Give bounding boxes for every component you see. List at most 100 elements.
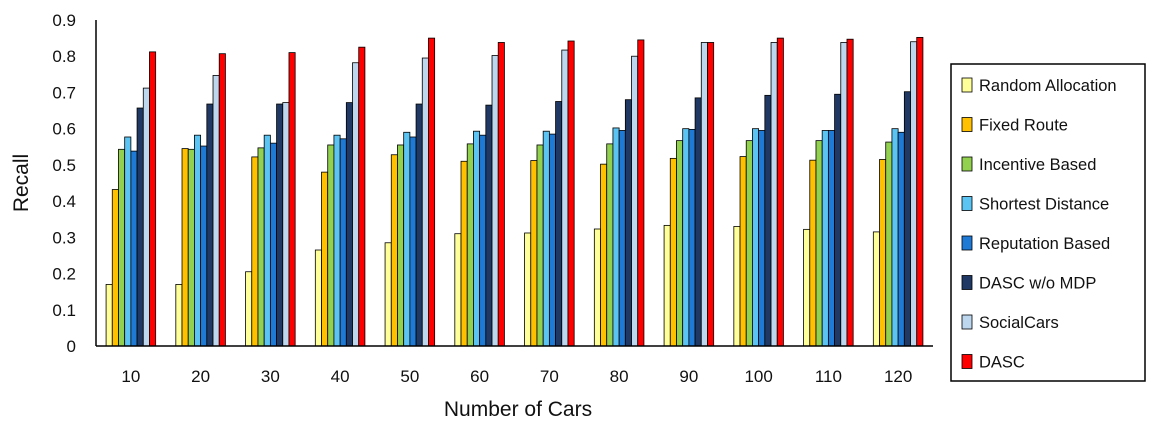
bar (175, 284, 183, 347)
bar (618, 130, 626, 347)
bar (548, 133, 556, 347)
bar (758, 130, 766, 347)
bar (321, 171, 329, 347)
bar (333, 134, 341, 347)
bar (897, 131, 905, 347)
bar (903, 91, 911, 347)
bar (142, 87, 150, 347)
bar (879, 159, 887, 347)
x-tick-label: 110 (815, 367, 842, 386)
legend-swatch (961, 354, 973, 369)
y-axis-ticks: 0 0.1 0.2 0.3 0.4 0.5 0.6 0.7 0.8 0.9 (52, 11, 76, 356)
bar (491, 55, 499, 347)
bar (479, 134, 487, 347)
bar (606, 143, 614, 347)
x-tick-label: 60 (470, 367, 489, 386)
bar (245, 271, 253, 347)
bar (212, 75, 220, 347)
bar (415, 103, 423, 347)
legend-label: Reputation Based (979, 235, 1110, 253)
bar (891, 128, 899, 347)
x-tick-label: 70 (540, 367, 559, 386)
bar (733, 226, 741, 347)
legend-swatch (961, 196, 973, 211)
bar (694, 97, 702, 347)
bar (327, 144, 335, 347)
bar (136, 107, 144, 347)
bar (840, 42, 848, 347)
bar (314, 249, 322, 347)
bar (821, 130, 829, 347)
y-axis-title: Recall (10, 154, 33, 212)
y-tick-label: 0.7 (52, 83, 76, 102)
bar (530, 160, 538, 347)
bar (561, 49, 569, 347)
bar (149, 51, 157, 347)
legend-swatch (961, 275, 973, 290)
x-axis-ticks: 10 20 30 40 50 60 70 80 90 100 110 120 (121, 367, 912, 386)
y-tick-label: 0.5 (52, 156, 76, 175)
x-tick-label: 100 (744, 367, 772, 386)
category-group (524, 40, 575, 347)
bar (764, 94, 772, 347)
bar (257, 147, 265, 347)
y-tick-label: 0 (67, 337, 76, 356)
legend-label: DASC (979, 354, 1025, 372)
x-tick-label: 30 (261, 367, 280, 386)
bar (421, 57, 429, 347)
bar (124, 136, 132, 347)
x-tick-label: 120 (884, 367, 912, 386)
bar (637, 39, 645, 347)
legend-label: Random Allocation (979, 77, 1117, 95)
bar (358, 46, 366, 347)
bar (200, 145, 208, 347)
bar (815, 140, 823, 347)
bar (466, 143, 474, 347)
legend-box (950, 63, 1146, 382)
bar (206, 103, 214, 347)
category-group (454, 42, 505, 347)
bar (910, 41, 918, 347)
bar (251, 156, 259, 347)
legend-swatch (961, 117, 973, 132)
bar (105, 284, 113, 347)
bar (669, 157, 677, 347)
x-tick-label: 40 (331, 367, 350, 386)
bar (454, 233, 462, 347)
category-group (803, 38, 854, 347)
bar (187, 148, 195, 347)
y-tick-label: 0.4 (52, 192, 76, 211)
bar (567, 40, 575, 347)
bar (624, 99, 632, 347)
bar (827, 130, 835, 347)
x-tick-label: 50 (400, 367, 419, 386)
bar (682, 128, 690, 347)
bar (846, 38, 854, 347)
category-group (245, 52, 296, 347)
bar (739, 156, 747, 347)
bar (593, 228, 601, 347)
category-group (105, 51, 157, 347)
legend-swatch (961, 314, 973, 330)
y-tick-label: 0.3 (52, 228, 76, 247)
bar (460, 160, 468, 347)
bar (390, 154, 398, 347)
bar (194, 134, 202, 347)
legend-label: SocialCars (979, 314, 1059, 332)
category-group (872, 36, 924, 347)
bar (130, 150, 138, 347)
legend-label: Fixed Route (979, 117, 1068, 135)
bar (752, 128, 760, 347)
bar (497, 42, 505, 347)
legend-label: Shortest Distance (979, 196, 1109, 214)
y-tick-label: 0.9 (52, 11, 76, 30)
bar (473, 130, 481, 347)
bar (403, 131, 411, 347)
category-group (384, 37, 436, 347)
y-tick-label: 0.8 (52, 47, 76, 66)
bar (885, 141, 893, 347)
bar (916, 36, 924, 347)
bar (745, 140, 753, 347)
legend-label: Incentive Based (979, 156, 1096, 174)
bar (809, 159, 817, 347)
